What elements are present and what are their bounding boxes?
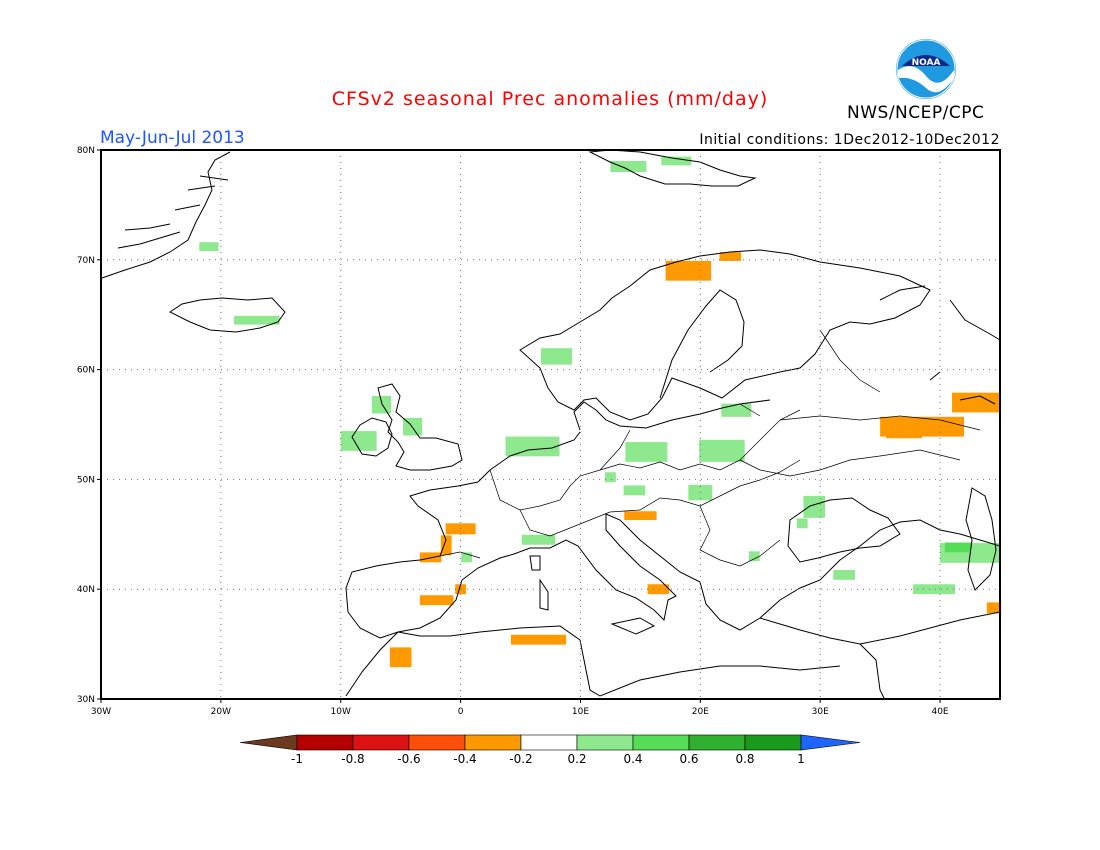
anomaly-cell (880, 416, 965, 437)
x-tick-label: 20E (692, 707, 709, 717)
y-tick-label: 70N (77, 256, 95, 266)
anomaly-cell (665, 260, 712, 281)
colorbar-segment (408, 734, 466, 751)
y-tick-label: 40N (77, 585, 95, 595)
colorbar-segment (632, 734, 690, 751)
colorbar-segment (688, 734, 746, 751)
anomaly-cell (803, 495, 825, 518)
colorbar-segment (464, 734, 522, 751)
anomaly-cell (719, 252, 742, 261)
anomaly-cell (886, 428, 923, 439)
noaa-logo: NOAA (896, 39, 956, 99)
colorbar-label: -1 (291, 752, 303, 766)
noaa-logo-text: NOAA (912, 58, 941, 68)
anomaly-cell (952, 392, 1000, 413)
anomaly-cell (419, 595, 454, 606)
anomaly-cell (688, 484, 713, 501)
colorbar-label: -0.4 (453, 752, 476, 766)
graticule (101, 150, 1000, 699)
anomaly-cell (661, 156, 692, 166)
anomaly-cell (748, 551, 760, 562)
colorbar-arrow-high (800, 734, 861, 751)
anomaly-cell (510, 634, 567, 645)
country-borders (439, 329, 981, 567)
colorbar-arrow-low (239, 734, 298, 751)
anomaly-cell (944, 542, 972, 553)
colorbar-label: 0.8 (735, 752, 754, 766)
x-tick-label: 20W (211, 707, 231, 717)
anomaly-cell (234, 315, 280, 325)
anomaly-cell (796, 518, 808, 529)
colorbar-segment (352, 734, 410, 751)
anomaly-cell (445, 523, 476, 535)
anomaly-cell (521, 534, 556, 545)
colorbar: -1 -0.8 -0.6 -0.4 -0.2 0.2 0.4 0.6 0.8 1 (239, 734, 861, 766)
anomaly-cell (461, 552, 472, 563)
map-frame (100, 149, 1001, 700)
anomaly-layer (199, 156, 1002, 668)
anomaly-cell (721, 403, 752, 417)
x-tick-label: 30W (91, 707, 111, 717)
anomaly-cell (605, 472, 616, 483)
colorbar-label: 1 (797, 752, 805, 766)
y-tick-label: 60N (77, 366, 95, 376)
colorbar-label: 0.2 (567, 752, 586, 766)
agency-label: NWS/NCEP/CPC (847, 103, 985, 123)
anomaly-cell (455, 584, 466, 595)
anomaly-cell (986, 602, 1002, 614)
anomaly-cell (199, 242, 219, 252)
anomaly-cell (833, 569, 855, 580)
anomaly-cell (623, 485, 646, 496)
anomaly-cell (647, 584, 670, 595)
anomaly-cell (940, 543, 1000, 563)
colorbar-label: -0.6 (397, 752, 420, 766)
anomaly-cell (624, 511, 657, 521)
x-tick-label: 10W (331, 707, 351, 717)
anomaly-cell (699, 439, 745, 462)
anomaly-cell (505, 436, 560, 457)
anomaly-cell (403, 417, 423, 436)
y-tick-label: 80N (77, 146, 95, 156)
anomaly-cell (540, 348, 573, 365)
axis-ticks: 30W 20W 10W 0 10E 20E 30E 40E 30N 40N 50N 60N 70N 80N (77, 146, 949, 717)
colorbar-label: 0.6 (679, 752, 698, 766)
colorbar-segment (744, 734, 802, 751)
anomaly-cell (625, 442, 668, 462)
coastlines (101, 149, 1001, 699)
x-tick-label: 10E (572, 707, 589, 717)
anomaly-cell (913, 584, 956, 595)
initial-conditions-label: Initial conditions: 1Dec2012-10Dec2012 (699, 132, 1000, 148)
colorbar-segment (520, 734, 578, 751)
colorbar-label: -0.2 (509, 752, 532, 766)
y-tick-label: 50N (77, 475, 95, 485)
map-title: CFSv2 seasonal Prec anomalies (mm/day) (331, 88, 769, 110)
colorbar-segment (576, 734, 634, 751)
anomaly-cell (440, 535, 452, 556)
x-tick-label: 0 (458, 707, 464, 717)
x-tick-label: 30E (812, 707, 829, 717)
season-label: May-Jun-Jul 2013 (100, 128, 245, 148)
anomaly-cell (371, 395, 392, 414)
colorbar-label: -0.8 (341, 752, 364, 766)
colorbar-segment (296, 734, 354, 751)
x-tick-label: 40E (931, 707, 948, 717)
anomaly-cell (419, 552, 442, 563)
anomaly-cell (340, 431, 377, 451)
anomaly-cell (610, 160, 647, 172)
anomaly-cell (389, 647, 412, 668)
y-tick-label: 30N (77, 695, 95, 705)
colorbar-label: 0.4 (623, 752, 642, 766)
